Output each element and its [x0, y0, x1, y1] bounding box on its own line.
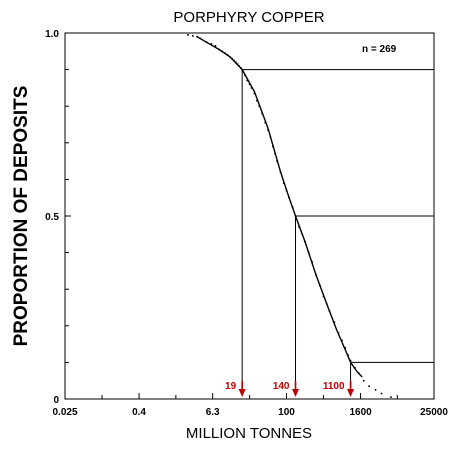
marker-label: 19 — [225, 381, 237, 392]
x-tick-label: 25000 — [420, 407, 448, 418]
x-axis-ticks: 0.025 0.4 6.3 100 1600 25000 — [52, 393, 448, 418]
percentile-markers: 19 140 1100 — [225, 69, 434, 397]
y-tick-label: 0 — [53, 395, 59, 406]
data-point — [344, 346, 347, 349]
data-point — [341, 339, 343, 342]
y-axis-label: PROPORTION OF DEPOSITS — [11, 86, 32, 347]
data-point — [196, 35, 198, 38]
data-point — [248, 83, 251, 86]
y-axis-ticks: 0 0.5 1.0 — [45, 29, 71, 406]
data-point — [380, 392, 383, 395]
data-point — [362, 379, 365, 382]
marker-arrow-head — [347, 389, 355, 397]
data-point — [187, 34, 189, 36]
data-point — [390, 396, 392, 398]
sample-size-label: n = 269 — [362, 44, 397, 55]
marker-arrow-head — [238, 389, 246, 397]
x-tick-label: 100 — [278, 407, 295, 418]
x-tick-label: 6.3 — [206, 407, 220, 418]
fitted-curve — [196, 36, 363, 378]
chart-title: PORPHYRY COPPER — [173, 9, 324, 26]
marker-arrow-head — [292, 389, 300, 397]
x-tick-label: 0.4 — [132, 407, 146, 418]
y-tick-label: 0.5 — [45, 212, 59, 223]
x-tick-label: 0.025 — [52, 407, 77, 418]
x-axis-label: MILLION TONNES — [186, 425, 312, 442]
marker-label: 140 — [273, 381, 290, 392]
data-point — [256, 99, 258, 102]
marker-label: 1100 — [323, 381, 345, 392]
data-point — [246, 79, 249, 82]
x-tick-label: 1600 — [349, 407, 372, 418]
data-point — [214, 45, 217, 47]
data-point — [192, 35, 194, 37]
data-point — [210, 43, 213, 45]
data-point — [368, 385, 370, 387]
data-point — [374, 389, 377, 391]
y-tick-label: 1.0 — [45, 29, 59, 40]
